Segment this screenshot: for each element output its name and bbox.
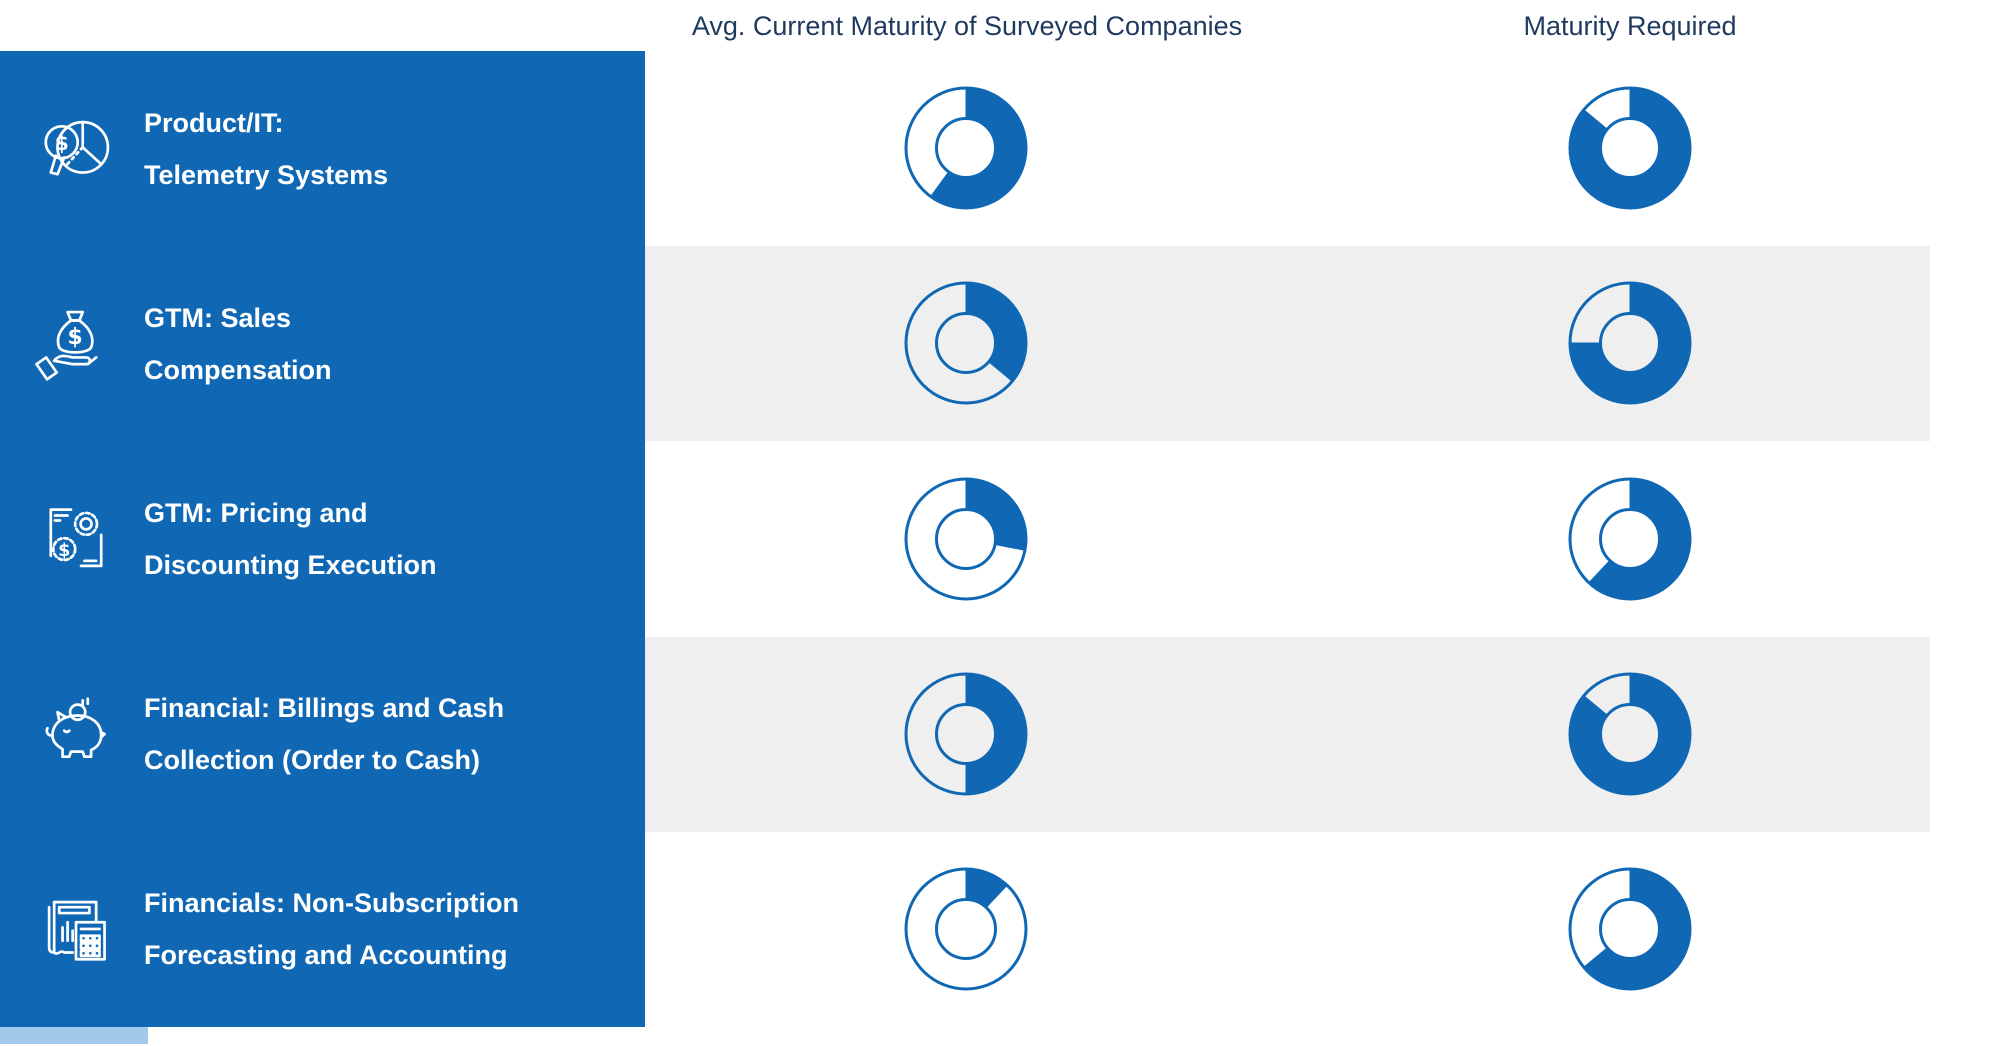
- receipt-calculator-icon: [34, 887, 118, 971]
- donut-current-pricing: [904, 477, 1028, 601]
- svg-text:$: $: [58, 541, 70, 561]
- sidebar-item-gtm-pricing-discounting: $ GTM: Pricing and Discounting Execution: [0, 441, 645, 636]
- donut-required-pricing: [1568, 477, 1692, 601]
- row-label-line2: Telemetry Systems: [144, 159, 389, 190]
- row-label: GTM: Sales Compensation: [144, 292, 332, 396]
- svg-text:$: $: [55, 130, 69, 154]
- svg-text:$: $: [68, 325, 83, 350]
- row-label-line2: Collection (Order to Cash): [144, 745, 481, 776]
- sidebar-item-financial-billings-cash: Financial: Billings and Cash Collection …: [0, 637, 645, 832]
- row-label-line2: Discounting Execution: [144, 550, 437, 580]
- bottom-accent-bar: [0, 1027, 148, 1044]
- row-label-line1: GTM: Pricing and: [144, 498, 368, 528]
- donut-current-forecasting: [904, 867, 1028, 991]
- sidebar-item-financials-non-subscription: Financials: Non-Subscription Forecasting…: [0, 832, 645, 1027]
- row-label-line1: Financial: Billings and Cash: [144, 693, 505, 724]
- sidebar-item-gtm-sales-compensation: $ GTM: Sales Compensation: [0, 246, 645, 441]
- row-label: Product/IT: Telemetry Systems: [144, 97, 388, 201]
- donut-required-forecasting: [1568, 867, 1692, 991]
- donut-current-sales-comp: [904, 281, 1028, 405]
- row-label-line1: Financials: Non-Subscription: [144, 888, 520, 919]
- pie-chart-magnifier-icon: $: [34, 107, 118, 191]
- row-stripe-2: [645, 246, 1930, 441]
- document-gears-dollar-icon: $: [34, 497, 118, 581]
- donut-required-telemetry: [1568, 86, 1692, 210]
- donut-required-billings: [1568, 672, 1692, 796]
- column-header-maturity-required: Maturity Required: [1523, 11, 1737, 41]
- piggy-bank-icon: [34, 692, 118, 776]
- donut-current-telemetry: [904, 86, 1028, 210]
- row-label: Financials: Non-Subscription Forecasting…: [144, 877, 519, 981]
- column-header-current-maturity: Avg. Current Maturity of Surveyed Compan…: [691, 11, 1243, 41]
- sidebar-item-product-it-telemetry: $ Product/IT: Telemetry Systems: [0, 51, 645, 246]
- row-stripe-4: [645, 637, 1930, 832]
- row-label-line1: GTM: Sales: [144, 302, 292, 333]
- row-label: GTM: Pricing and Discounting Execution: [144, 487, 437, 591]
- row-label-line2: Forecasting and Accounting: [144, 940, 508, 971]
- row-label-line2: Compensation: [144, 354, 332, 385]
- donut-required-sales-comp: [1568, 281, 1692, 405]
- donut-current-billings: [904, 672, 1028, 796]
- money-bag-hand-icon: $: [34, 302, 118, 386]
- row-label: Financial: Billings and Cash Collection …: [144, 682, 504, 786]
- row-label-line1: Product/IT:: [144, 107, 284, 138]
- category-sidebar: $ Product/IT: Telemetry Systems $: [0, 51, 645, 1027]
